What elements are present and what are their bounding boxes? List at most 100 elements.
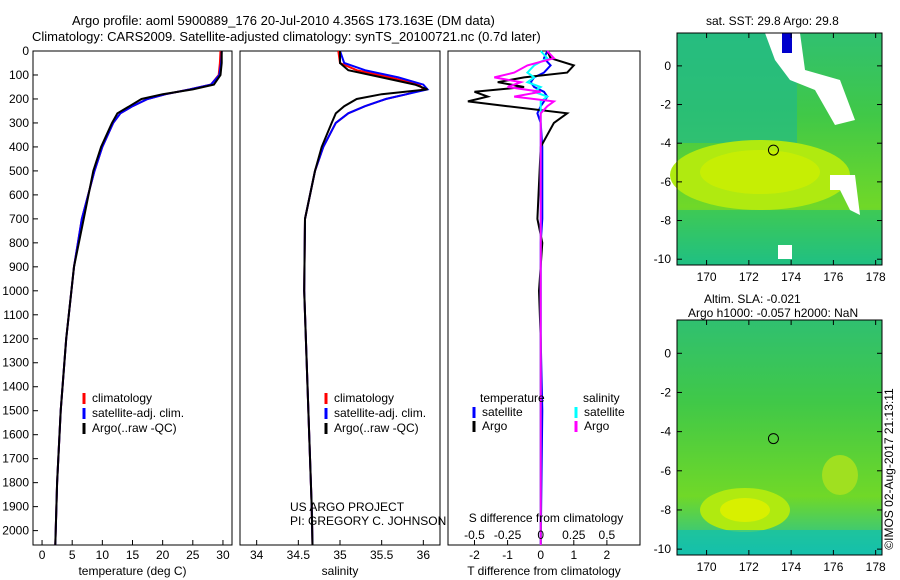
x-tick-label: 34.5 xyxy=(287,548,311,562)
missing-data-area xyxy=(778,245,792,259)
y-tick-label: 900 xyxy=(9,260,29,274)
map-frame xyxy=(676,32,883,266)
series-line-climatology xyxy=(303,50,426,546)
missing-data-area xyxy=(765,33,855,125)
x-tick-label: 34 xyxy=(250,548,264,562)
x2-tick-label: 0 xyxy=(537,528,544,542)
x-tick-label: 172 xyxy=(739,270,759,284)
y-tick-label: 1800 xyxy=(2,476,29,490)
x-tick-label: -2 xyxy=(469,548,480,562)
x2-tick-label: -0.25 xyxy=(494,528,522,542)
x-tick-label: 0 xyxy=(537,548,544,562)
y-tick-label: 300 xyxy=(9,116,29,130)
y-tick-label: 1300 xyxy=(2,356,29,370)
x2-tick-label: 0.5 xyxy=(599,528,616,542)
map-frame xyxy=(676,319,883,556)
x-tick-label: 30 xyxy=(216,548,230,562)
sst-map: 170 172 174 176 178 0 -2 -4 -6 -8 -10 xyxy=(654,32,886,284)
legend-label: satellite xyxy=(584,405,625,419)
y-tick-label: -2 xyxy=(660,385,671,399)
series-line-satellite-adj-clim- xyxy=(303,50,430,546)
legend-label: Argo xyxy=(584,419,610,433)
imos-stamp: ©IMOS 02-Aug-2017 21:13:11 xyxy=(882,388,896,550)
x-tick-label: 20 xyxy=(156,548,170,562)
y-tick-label: -4 xyxy=(660,425,671,439)
y-tick-label: 1100 xyxy=(3,308,29,322)
x-tick-label: 35.5 xyxy=(370,548,394,562)
y-tick-label: -6 xyxy=(660,175,671,189)
temperature-panel: 0 5 10 15 20 25 300100200300400500600700800900… xyxy=(2,44,233,578)
series-line-s-argo xyxy=(494,50,557,545)
legend-label: climatology xyxy=(92,391,152,405)
y-tick-label: -4 xyxy=(660,136,671,150)
x-tick-label: 176 xyxy=(823,270,843,284)
legend-label: Argo xyxy=(482,419,508,433)
y-tick-label: -10 xyxy=(654,252,672,266)
map2-title-1: Altim. SLA: -0.021 xyxy=(704,292,801,306)
x-tick-label: 5 xyxy=(69,548,76,562)
y-tick-label: 600 xyxy=(9,188,29,202)
x-tick-label: 0 xyxy=(39,548,46,562)
y-tick-label: 400 xyxy=(9,140,29,154)
title-line-1: Argo profile: aoml 5900889_176 20-Jul-20… xyxy=(72,13,495,28)
y-tick-label: 0 xyxy=(664,346,671,360)
y-tick-label: 700 xyxy=(9,212,29,226)
series-line-s-satellite xyxy=(525,50,550,545)
y-tick-label: 200 xyxy=(9,92,29,106)
legend-label: satellite-adj. clim. xyxy=(334,406,426,420)
plot-frame xyxy=(239,50,441,546)
x-axis-label: temperature (deg C) xyxy=(78,564,186,578)
y-tick-label: 100 xyxy=(9,68,29,82)
y-tick-label: 500 xyxy=(9,164,29,178)
legend-label: satellite xyxy=(482,405,523,419)
y-tick-label: 2000 xyxy=(2,524,29,538)
profile-location-marker xyxy=(767,433,779,445)
difference-panel: -2 -1 0 1 2 T difference from climatology -0.5… xyxy=(447,50,641,578)
y-tick-label: 1700 xyxy=(2,452,29,466)
series-line-climatology xyxy=(54,50,222,546)
plot-frame xyxy=(447,50,641,546)
series-line-argo-raw-qc- xyxy=(54,51,223,546)
y-tick-label: 1200 xyxy=(2,332,29,346)
sla-high-core xyxy=(720,498,770,522)
legend-label: Argo(..raw -QC) xyxy=(92,421,177,435)
y-tick-label: 1900 xyxy=(2,500,29,514)
y-tick-label: 1600 xyxy=(2,428,29,442)
x-tick-label: 36 xyxy=(417,548,431,562)
cold-pixel xyxy=(782,33,792,53)
missing-data-area xyxy=(830,175,860,215)
y-tick-label: 800 xyxy=(9,236,29,250)
salinity-panel: 34 34.5 35 35.5 36 salinity climatologysatelli… xyxy=(239,50,441,578)
sst-warm-core xyxy=(700,150,820,194)
map1-title: sat. SST: 29.8 Argo: 29.8 xyxy=(706,14,839,28)
x2-tick-label: -0.5 xyxy=(464,528,485,542)
x-tick-label: 10 xyxy=(96,548,110,562)
x-tick-label: 170 xyxy=(697,270,717,284)
y-tick-label: -10 xyxy=(654,542,672,556)
title-line-2: Climatology: CARS2009. Satellite-adjuste… xyxy=(32,29,541,44)
y-tick-label: -8 xyxy=(660,503,671,517)
x-axis-label: salinity xyxy=(322,564,359,578)
legend-header-salinity: salinity xyxy=(583,391,620,405)
x-tick-label: 15 xyxy=(126,548,140,562)
legend-label: satellite-adj. clim. xyxy=(92,406,184,420)
x-tick-label: 176 xyxy=(823,560,843,574)
x-tick-label: 1 xyxy=(570,548,577,562)
legend-label: climatology xyxy=(334,391,394,405)
sla-high-region xyxy=(822,455,858,495)
x-tick-label: 174 xyxy=(781,270,801,284)
legend-label: Argo(..raw -QC) xyxy=(334,421,419,435)
y-tick-label: 0 xyxy=(22,44,29,58)
legend-header-temperature: temperature xyxy=(480,391,545,405)
y-tick-label: 0 xyxy=(664,59,671,73)
x2-axis-label: S difference from climatology xyxy=(469,511,624,525)
x-axis-label: T difference from climatology xyxy=(467,564,621,578)
project-credit: US ARGO PROJECT xyxy=(290,500,405,514)
x-tick-label: -1 xyxy=(502,548,513,562)
y-tick-label: -8 xyxy=(660,214,671,228)
sla-low-region xyxy=(677,530,882,555)
series-line-satellite-adj-clim- xyxy=(54,50,223,546)
y-tick-label: 1400 xyxy=(2,380,29,394)
